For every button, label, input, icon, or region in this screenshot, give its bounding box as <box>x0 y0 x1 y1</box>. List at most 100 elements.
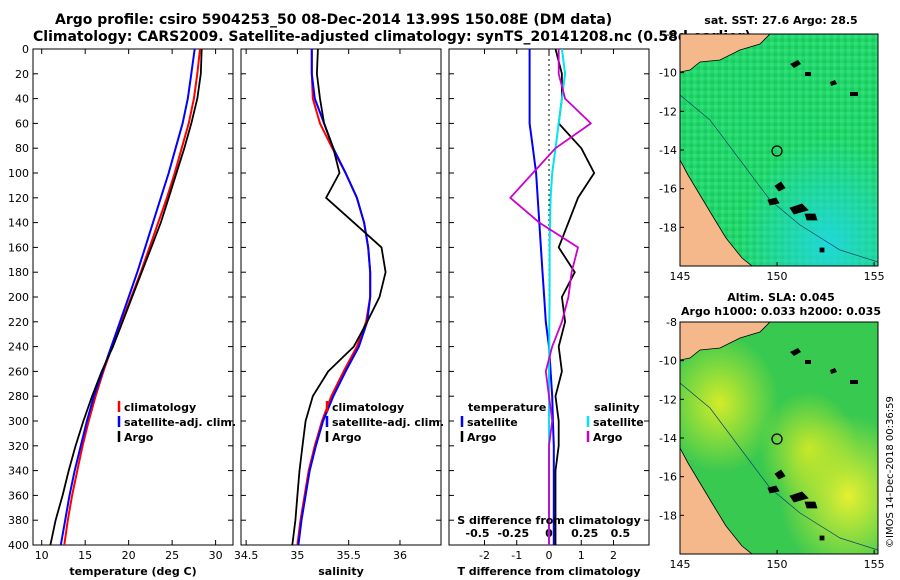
x-tick-label: 20 <box>122 549 136 562</box>
x-tick-label: 35 <box>290 549 304 562</box>
lat-tick-label: -10 <box>659 67 677 80</box>
depth-tick-label: 80 <box>15 142 29 155</box>
depth-tick-label: 260 <box>8 365 29 378</box>
legend-t-satellite: satellite <box>467 416 518 429</box>
title-line-2: Climatology: CARS2009. Satellite-adjuste… <box>33 29 751 45</box>
depth-tick-label: 160 <box>8 241 29 254</box>
lat-tick-label: -16 <box>659 471 677 484</box>
lon-tick-label: 150 <box>767 270 788 283</box>
lon-tick-label: 145 <box>670 270 691 283</box>
lon-tick-label: 150 <box>767 558 788 571</box>
legend-t-argo: Argo <box>467 431 497 444</box>
x-tick-label: 36 <box>393 549 407 562</box>
x-tick-label: 2 <box>610 549 617 562</box>
title-line-1: Argo profile: csiro 5904253_50 08-Dec-20… <box>55 12 612 28</box>
legend-satellite-adj: satellite-adj. clim. <box>332 416 444 429</box>
x-tick-label: 30 <box>209 549 223 562</box>
s-difference-label: S difference from climatology <box>457 514 641 527</box>
depth-tick-label: 100 <box>8 167 29 180</box>
depth-tick-label: 220 <box>8 316 29 329</box>
depth-tick-label: 300 <box>8 415 29 428</box>
t-difference-x-label: T difference from climatology <box>457 565 640 578</box>
reefs <box>767 181 825 253</box>
lat-tick-label: -14 <box>659 144 677 157</box>
temperature-panel: 0 20 40 60 80 100 120 140 160 180 200 220 240 260 280 3… <box>8 43 236 578</box>
salinity-x-label: salinity <box>318 565 364 578</box>
reefs <box>767 469 825 541</box>
depth-tick-label: 240 <box>8 341 29 354</box>
new-guinea-land <box>680 322 771 361</box>
x-tick-label: 25 <box>165 549 179 562</box>
lon-tick-label: 155 <box>864 270 885 283</box>
s-difference-tick-label: -0.25 <box>497 527 529 540</box>
legend-climatology: climatology <box>332 401 404 414</box>
sla-map-subtitle: Argo h1000: 0.033 h2000: 0.035 <box>681 305 881 318</box>
lat-tick-label: -14 <box>659 432 677 445</box>
depth-tick-label: 60 <box>15 117 29 130</box>
depth-tick-label: 380 <box>8 514 29 527</box>
difference-panel: -2 -1 0 1 2 -0.5 -0.25 0 0.25 0.5 temperature sa… <box>448 48 650 578</box>
x-tick-label: 34.5 <box>234 549 259 562</box>
x-tick-label: -2 <box>479 549 490 562</box>
legend-satellite-adj: satellite-adj. clim. <box>124 416 236 429</box>
new-guinea-land <box>680 34 771 73</box>
legend-salinity-title: salinity <box>594 401 640 414</box>
s-difference-tick-label: 0.5 <box>611 527 631 540</box>
lat-tick-label: -8 <box>666 28 677 41</box>
x-tick-label: 35.5 <box>336 549 361 562</box>
lat-tick-label: -16 <box>659 183 677 196</box>
sla-lon-axis: 145 150 155 <box>670 550 885 571</box>
lat-tick-label: -12 <box>659 105 677 118</box>
argo-float-position <box>771 145 783 157</box>
s-difference-tick-label: 0.25 <box>571 527 598 540</box>
x-tick-label: 0 <box>546 549 553 562</box>
depth-tick-label: 120 <box>8 192 29 205</box>
depth-tick-label: 140 <box>8 217 29 230</box>
s-difference-tick-label: -0.5 <box>466 527 490 540</box>
temperature-x-label: temperature (deg C) <box>69 565 196 578</box>
lat-tick-label: -18 <box>659 221 677 234</box>
imos-watermark: ©IMOS 14-Dec-2018 00:36:59 <box>885 396 896 548</box>
difference-legend: temperature satellite Argo salinity sate… <box>457 401 643 527</box>
depth-tick-label: 180 <box>8 266 29 279</box>
x-tick-label: 10 <box>35 549 49 562</box>
sla-map-title: Altim. SLA: 0.045 <box>727 291 834 304</box>
depth-tick-label: 360 <box>8 489 29 502</box>
legend-climatology: climatology <box>124 401 196 414</box>
legend-s-argo: Argo <box>593 431 623 444</box>
series-s-argo <box>509 49 592 545</box>
depth-axis: 0 20 40 60 80 100 120 140 160 180 200 220 240 260 280 3… <box>8 43 233 552</box>
australia-land <box>680 159 753 266</box>
lat-tick-label: -18 <box>659 509 677 522</box>
argo-float-position <box>771 433 783 445</box>
depth-tick-label: 40 <box>15 93 29 106</box>
sst-map-title: sat. SST: 27.6 Argo: 28.5 <box>704 14 857 27</box>
lat-tick-label: -8 <box>666 316 677 329</box>
sst-lat-axis: -8 -10 -12 -14 -16 -18 <box>659 28 684 234</box>
series-argo <box>49 49 203 545</box>
series-t-argo <box>554 49 596 545</box>
series-satellite-adj-clim- <box>59 49 196 545</box>
x-tick-label: 15 <box>78 549 92 562</box>
depth-tick-label: 280 <box>8 390 29 403</box>
depth-tick-label: 20 <box>15 68 29 81</box>
x-tick-label: 1 <box>578 549 585 562</box>
series-argo <box>291 49 387 545</box>
depth-tick-label: 320 <box>8 440 29 453</box>
salinity-legend: climatology satellite-adj. clim. Argo <box>325 401 444 444</box>
islands <box>790 60 858 96</box>
x-tick-label: -1 <box>511 549 522 562</box>
depth-tick-label: 200 <box>8 291 29 304</box>
lon-tick-label: 155 <box>864 558 885 571</box>
legend-s-satellite: satellite <box>593 416 644 429</box>
sst-lon-axis: 145 150 155 <box>670 262 885 283</box>
sla-lat-axis: -8 -10 -12 -14 -16 -18 <box>659 316 684 522</box>
legend-argo: Argo <box>124 431 154 444</box>
t-difference-x-axis: -2 -1 0 1 2 <box>479 49 617 562</box>
depth-tick-label: 0 <box>22 43 29 56</box>
sst-map: sat. SST: 27.6 Argo: 28.5 -8 -10 -12 -14 -16… <box>659 14 885 283</box>
australia-land <box>680 447 753 554</box>
temperature-x-axis: 10 15 20 25 30 <box>35 49 223 562</box>
s-difference-x-axis: -0.5 -0.25 0 0.25 0.5 <box>466 527 631 540</box>
